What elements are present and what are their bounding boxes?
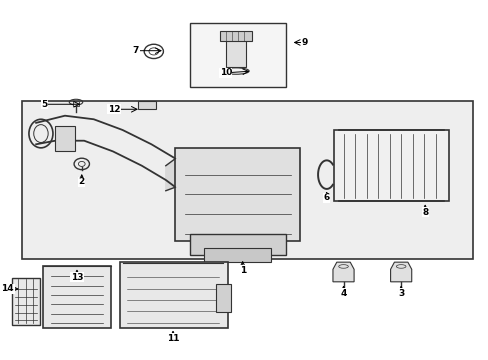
Bar	[120, 262, 228, 328]
Bar	[225, 37, 245, 67]
Bar	[12, 278, 40, 325]
Bar	[189, 234, 285, 255]
Bar	[189, 23, 285, 87]
Text: 9: 9	[301, 38, 307, 47]
Text: 7: 7	[133, 46, 139, 55]
Text: 2: 2	[79, 177, 85, 186]
Bar	[204, 248, 271, 262]
Text: 13: 13	[71, 273, 83, 282]
Text: 1: 1	[239, 266, 245, 275]
Text: 4: 4	[340, 289, 346, 298]
Text: 8: 8	[421, 208, 427, 217]
Bar	[219, 31, 252, 41]
Text: 11: 11	[166, 334, 179, 343]
Text: 10: 10	[219, 68, 232, 77]
Text: 6: 6	[323, 193, 329, 202]
Text: 3: 3	[397, 289, 404, 298]
Text: 5: 5	[41, 100, 48, 109]
Bar	[55, 126, 74, 152]
Bar	[43, 266, 110, 328]
Bar	[21, 102, 472, 258]
Text: 14: 14	[1, 284, 14, 293]
Text: 12: 12	[107, 105, 120, 114]
Polygon shape	[390, 262, 411, 282]
Bar	[138, 102, 156, 109]
Bar	[73, 102, 79, 107]
Polygon shape	[165, 158, 175, 191]
Bar	[175, 148, 300, 241]
Polygon shape	[332, 262, 353, 282]
Bar	[333, 130, 448, 202]
Bar	[216, 284, 230, 312]
